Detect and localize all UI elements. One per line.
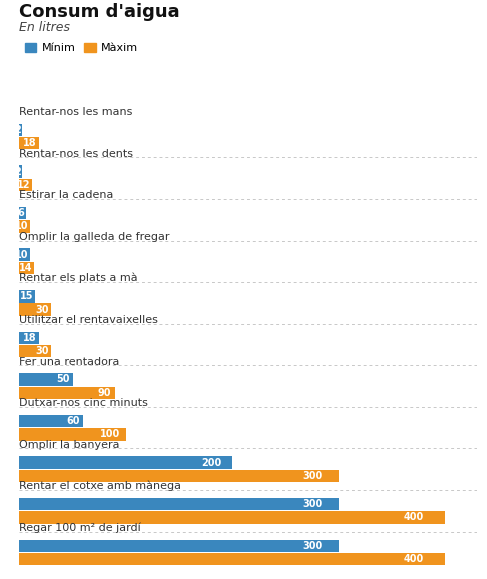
Bar [19,178,32,191]
Text: 15: 15 [20,291,33,301]
Text: Rentar els plats a mà: Rentar els plats a mà [19,273,138,283]
Bar [19,220,30,233]
Text: Consum d'aigua: Consum d'aigua [19,3,180,21]
Bar [19,165,21,178]
Text: 400: 400 [404,554,424,564]
Bar [19,332,38,344]
Text: Rentar el cotxe amb mànega: Rentar el cotxe amb mànega [19,481,182,492]
Text: 10: 10 [15,221,28,232]
Bar [19,373,73,386]
Bar [19,553,445,565]
Text: 18: 18 [23,138,37,148]
Bar [19,498,339,511]
Text: Utilitzar el rentavaixelles: Utilitzar el rentavaixelles [19,315,158,325]
Text: 2: 2 [14,125,20,135]
Text: Omplir la banyera: Omplir la banyera [19,439,120,450]
Bar [19,248,30,261]
Text: 400: 400 [404,512,424,522]
Bar [19,345,52,357]
Bar [19,137,38,149]
Text: 10: 10 [15,250,28,260]
Text: Dutxar-nos cinc minuts: Dutxar-nos cinc minuts [19,398,149,408]
Text: 30: 30 [36,305,49,314]
Text: 18: 18 [23,333,37,343]
Bar [19,387,115,399]
Bar [19,470,339,482]
Text: Rentar-nos les dents: Rentar-nos les dents [19,149,133,159]
Bar [19,303,52,316]
Text: 30: 30 [36,346,49,356]
Text: 200: 200 [202,457,222,468]
Text: Fer una rentadora: Fer una rentadora [19,357,120,367]
Bar [19,415,83,427]
Text: 14: 14 [19,263,32,273]
Text: Rentar-nos les mans: Rentar-nos les mans [19,107,133,117]
Text: 100: 100 [100,429,121,439]
Text: 90: 90 [97,388,111,398]
Text: Regar 100 m² de jardí: Regar 100 m² de jardí [19,522,141,533]
Bar [19,290,36,302]
Text: 12: 12 [17,180,30,190]
Text: Estirar la cadena: Estirar la cadena [19,190,114,200]
Text: 300: 300 [302,471,323,481]
Text: 50: 50 [56,375,70,384]
Bar [19,540,339,552]
Text: 2: 2 [14,167,20,177]
Text: 6: 6 [17,208,24,218]
Bar [19,428,126,441]
Text: En litres: En litres [19,21,71,34]
Text: 300: 300 [302,499,323,509]
Bar [19,511,445,524]
Bar [19,124,21,136]
Bar [19,207,26,219]
Text: 300: 300 [302,541,323,551]
Bar [19,456,232,469]
Text: Omplir la galleda de fregar: Omplir la galleda de fregar [19,232,170,242]
Bar [19,262,35,274]
Text: 60: 60 [67,416,80,426]
Legend: Mínim, Màxim: Mínim, Màxim [25,43,138,53]
